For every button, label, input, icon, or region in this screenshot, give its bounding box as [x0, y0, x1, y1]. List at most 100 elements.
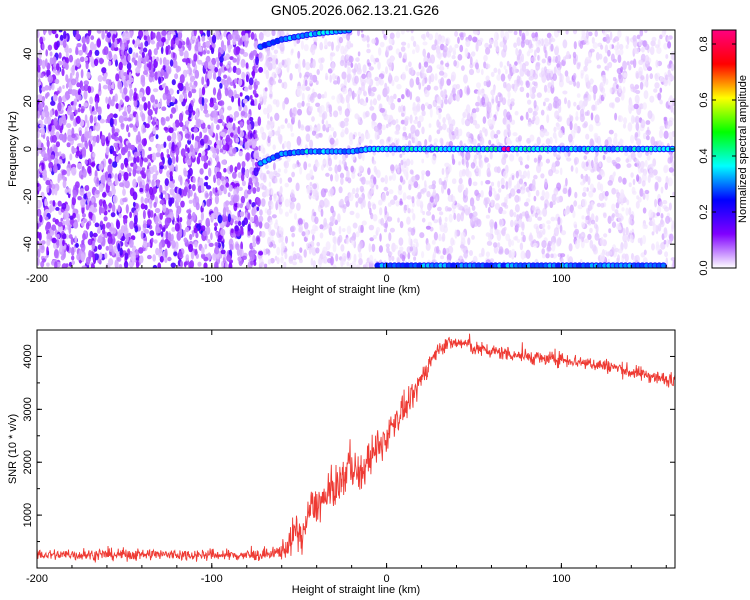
noise-speckle	[78, 130, 82, 137]
noise-speckle	[342, 87, 348, 95]
noise-speckle	[634, 133, 638, 141]
noise-speckle	[394, 130, 400, 135]
noise-speckle	[186, 219, 192, 227]
noise-speckle	[546, 32, 552, 39]
noise-speckle	[124, 50, 128, 57]
noise-speckle	[415, 76, 420, 86]
noise-speckle	[192, 176, 196, 184]
noise-speckle	[651, 243, 655, 251]
noise-speckle	[338, 225, 342, 235]
noise-speckle	[270, 201, 274, 210]
noise-speckle	[54, 109, 58, 117]
noise-speckle	[383, 228, 388, 233]
noise-speckle	[644, 30, 648, 34]
noise-speckle	[399, 221, 404, 229]
noise-speckle	[286, 122, 291, 129]
noise-speckle	[45, 224, 49, 232]
noise-speckle	[65, 74, 69, 83]
noise-speckle	[62, 210, 68, 220]
noise-speckle	[281, 82, 285, 89]
spectrogram-marks	[37, 30, 675, 268]
noise-speckle	[668, 167, 675, 173]
noise-speckle	[387, 136, 391, 142]
noise-speckle	[655, 175, 660, 181]
noise-speckle	[659, 201, 663, 207]
noise-speckle	[535, 225, 540, 234]
noise-speckle	[167, 232, 172, 240]
noise-speckle	[532, 178, 536, 188]
noise-speckle	[137, 131, 141, 141]
noise-speckle	[153, 48, 158, 56]
noise-speckle	[520, 231, 525, 236]
noise-speckle	[97, 75, 103, 82]
noise-speckle	[199, 30, 204, 35]
noise-speckle	[304, 79, 308, 87]
noise-speckle	[612, 58, 617, 63]
noise-speckle	[436, 96, 442, 104]
noise-speckle	[404, 116, 410, 121]
noise-speckle	[478, 167, 482, 177]
noise-speckle	[565, 177, 568, 187]
noise-speckle	[80, 69, 84, 79]
noise-speckle	[564, 97, 567, 105]
noise-speckle	[618, 85, 622, 94]
noise-speckle	[228, 262, 233, 268]
noise-speckle	[108, 258, 114, 266]
noise-speckle	[118, 263, 123, 268]
noise-speckle	[518, 178, 524, 185]
noise-speckle	[454, 44, 459, 49]
noise-speckle	[541, 240, 547, 249]
noise-speckle	[61, 169, 67, 176]
noise-speckle	[161, 83, 166, 88]
noise-speckle	[530, 68, 534, 76]
noise-speckle	[48, 122, 52, 132]
noise-speckle	[124, 252, 129, 261]
noise-speckle	[333, 154, 338, 160]
noise-speckle	[371, 38, 377, 44]
noise-speckle	[68, 47, 73, 54]
noise-speckle	[205, 41, 210, 46]
noise-speckle	[508, 250, 512, 258]
noise-speckle	[449, 134, 453, 141]
noise-speckle	[57, 176, 60, 184]
noise-speckle	[476, 218, 482, 228]
noise-speckle	[575, 111, 579, 118]
noise-speckle	[415, 44, 420, 53]
noise-speckle	[193, 53, 198, 62]
noise-speckle	[124, 95, 130, 103]
noise-speckle	[537, 54, 540, 61]
noise-speckle	[493, 242, 498, 248]
noise-speckle	[325, 241, 331, 251]
noise-speckle	[71, 166, 77, 176]
noise-speckle	[239, 203, 243, 209]
noise-speckle	[165, 230, 169, 240]
noise-speckle	[528, 76, 534, 81]
noise-speckle	[505, 69, 508, 75]
noise-speckle	[379, 107, 385, 113]
noise-speckle	[628, 216, 632, 225]
noise-speckle	[607, 49, 611, 57]
noise-speckle	[358, 137, 364, 144]
noise-speckle	[137, 55, 142, 64]
noise-speckle	[353, 93, 357, 98]
noise-speckle	[425, 153, 430, 159]
noise-speckle	[431, 214, 435, 221]
noise-speckle	[253, 261, 257, 266]
noise-speckle	[172, 122, 176, 128]
noise-speckle	[299, 247, 303, 253]
noise-speckle	[428, 123, 432, 128]
noise-speckle	[614, 247, 619, 253]
noise-speckle	[365, 132, 371, 140]
noise-speckle	[526, 51, 531, 57]
noise-speckle	[234, 30, 238, 36]
noise-speckle	[116, 219, 121, 230]
noise-speckle	[238, 78, 243, 87]
noise-speckle	[68, 234, 73, 239]
noise-speckle	[96, 30, 102, 34]
noise-speckle	[611, 159, 616, 165]
noise-speckle	[451, 47, 457, 53]
noise-speckle	[267, 135, 271, 144]
noise-speckle	[60, 254, 65, 261]
noise-speckle	[575, 115, 579, 121]
noise-speckle	[151, 152, 157, 161]
